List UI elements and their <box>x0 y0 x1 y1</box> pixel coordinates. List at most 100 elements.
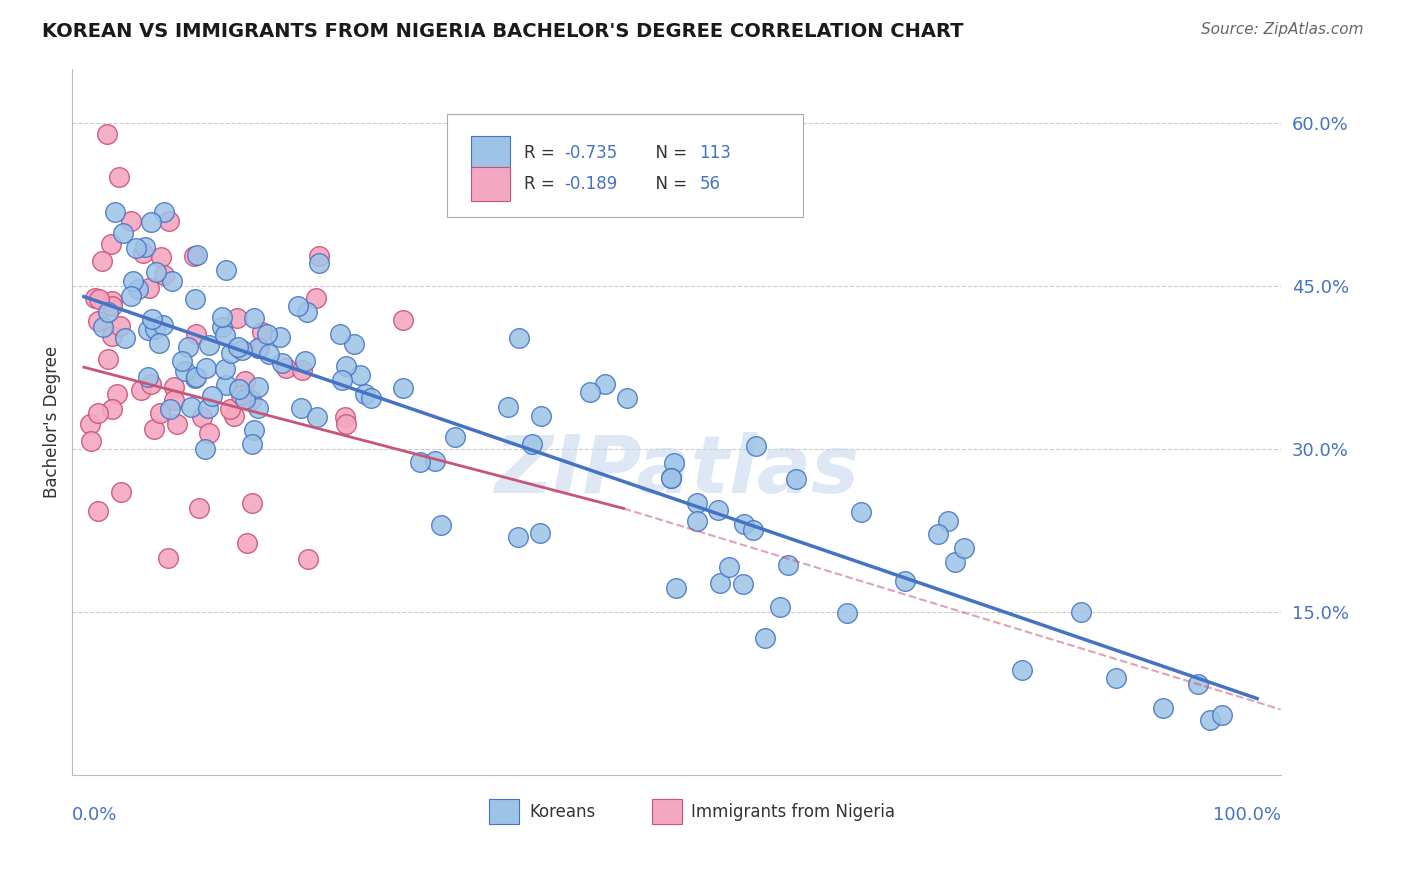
Point <box>141 312 163 326</box>
Point <box>250 325 273 339</box>
Point <box>177 340 200 354</box>
Point <box>110 484 132 499</box>
Point <box>228 382 250 396</box>
Point <box>163 392 186 407</box>
Text: Immigrants from Nigeria: Immigrants from Nigeria <box>690 803 894 821</box>
Point <box>100 402 122 417</box>
Point <box>849 505 872 519</box>
Point <box>187 501 209 516</box>
Point <box>218 402 240 417</box>
Point <box>114 331 136 345</box>
Point <box>87 406 110 420</box>
Point <box>349 368 371 382</box>
Point <box>335 359 357 373</box>
Point <box>1211 708 1233 723</box>
Point <box>354 387 377 401</box>
Text: KOREAN VS IMMIGRANTS FROM NIGERIA BACHELOR'S DEGREE CORRELATION CHART: KOREAN VS IMMIGRANTS FROM NIGERIA BACHEL… <box>42 22 963 41</box>
Point <box>166 417 188 432</box>
Point <box>659 471 682 485</box>
Point <box>129 383 152 397</box>
Point <box>246 380 269 394</box>
Text: Koreans: Koreans <box>529 803 595 821</box>
Point <box>226 311 249 326</box>
Point <box>308 249 330 263</box>
Point <box>231 388 253 402</box>
Text: N =: N = <box>645 175 692 193</box>
Point <box>211 320 233 334</box>
Point <box>307 409 329 424</box>
Text: R =: R = <box>524 144 560 161</box>
Point <box>136 323 159 337</box>
Point <box>297 551 319 566</box>
Text: 56: 56 <box>699 175 720 193</box>
Point <box>93 319 115 334</box>
Point <box>256 326 278 341</box>
Point <box>520 437 543 451</box>
Point <box>240 436 263 450</box>
Point <box>271 356 294 370</box>
Point <box>184 327 207 342</box>
Point <box>664 456 686 470</box>
Point <box>186 248 208 262</box>
Point <box>86 503 108 517</box>
Point <box>1011 663 1033 677</box>
Point <box>233 374 256 388</box>
Point <box>269 330 291 344</box>
Point <box>97 305 120 319</box>
Point <box>425 454 447 468</box>
Point <box>215 377 238 392</box>
Point <box>96 127 118 141</box>
Point <box>496 400 519 414</box>
Point <box>754 631 776 645</box>
Point <box>97 352 120 367</box>
Point <box>508 530 530 544</box>
Point <box>529 525 551 540</box>
FancyBboxPatch shape <box>447 114 803 217</box>
Point <box>616 391 638 405</box>
Point <box>943 554 966 568</box>
Point <box>593 376 616 391</box>
Point <box>242 310 264 325</box>
Y-axis label: Bachelor's Degree: Bachelor's Degree <box>44 345 60 498</box>
Point <box>444 430 467 444</box>
Point <box>745 439 768 453</box>
Point <box>239 392 262 407</box>
Point <box>211 310 233 325</box>
Text: 113: 113 <box>699 144 731 161</box>
Point <box>214 362 236 376</box>
Point <box>718 559 741 574</box>
Point <box>173 364 195 378</box>
Point <box>741 524 763 538</box>
Point <box>101 299 124 313</box>
Point <box>183 370 205 384</box>
Point <box>392 313 415 327</box>
Point <box>785 472 807 486</box>
FancyBboxPatch shape <box>471 167 509 201</box>
Point <box>709 575 731 590</box>
Point <box>180 400 202 414</box>
Point <box>157 550 180 565</box>
Point <box>1105 671 1128 685</box>
Point <box>215 262 238 277</box>
Point <box>233 392 256 406</box>
Point <box>120 213 142 227</box>
Point <box>231 343 253 358</box>
Point <box>198 426 221 441</box>
Point <box>290 401 312 416</box>
Text: R =: R = <box>524 175 560 193</box>
Point <box>235 536 257 550</box>
Point <box>335 417 357 432</box>
Point <box>143 422 166 436</box>
Point <box>276 360 298 375</box>
Point <box>159 213 181 227</box>
Point <box>87 313 110 327</box>
Point <box>769 599 792 614</box>
Point <box>190 410 212 425</box>
Point <box>686 514 709 528</box>
Point <box>159 402 181 417</box>
Point <box>139 376 162 391</box>
Point <box>110 319 132 334</box>
Text: N =: N = <box>645 144 692 161</box>
Point <box>665 582 688 596</box>
Point <box>152 268 174 282</box>
